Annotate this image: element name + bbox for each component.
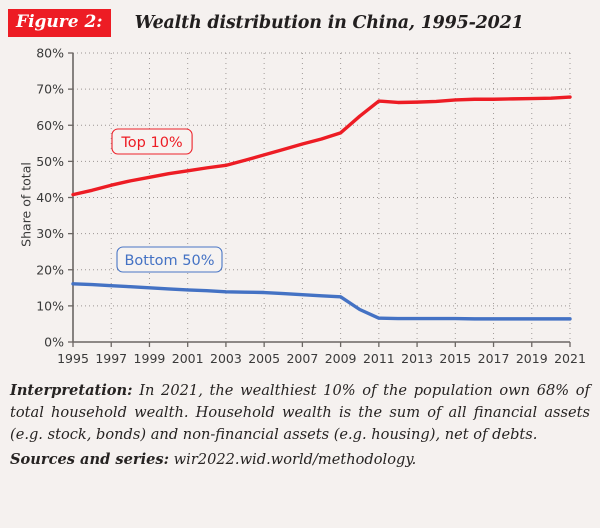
interpretation-paragraph: Interpretation: In 2021, the wealthiest …: [10, 380, 590, 447]
x-tick-label: 2009: [325, 351, 357, 366]
x-tick-label: 2003: [210, 351, 242, 366]
y-tick-label: 60%: [36, 118, 64, 133]
x-tick-label: 2015: [439, 351, 471, 366]
x-tick-label: 1997: [95, 351, 127, 366]
chart-container: Share of total 0% 10% 20% 30% 40% 50% 60% 70% 80…: [0, 37, 600, 372]
y-tick-label: 80%: [36, 46, 64, 61]
y-tick-label: 30%: [36, 226, 64, 241]
x-tick-label: 2013: [401, 351, 433, 366]
y-tick-label: 40%: [36, 190, 64, 205]
x-tick-label: 2017: [478, 351, 510, 366]
interpretation-text: In 2021, the wealthiest 10% of the popul…: [10, 382, 590, 444]
y-axis-label: Share of total: [18, 162, 34, 247]
legend-bottom-50-label: Bottom 50%: [124, 253, 214, 269]
sources-paragraph: Sources and series: wir2022.wid.world/me…: [10, 449, 590, 471]
series-line-bottom-50: [71, 282, 572, 321]
x-tick-label: 2005: [248, 351, 280, 366]
figure-header: Figure 2: Wealth distribution in China, …: [0, 0, 600, 37]
y-tick-label: 0%: [44, 335, 64, 350]
figure-number-badge: Figure 2:: [8, 9, 111, 37]
x-tick-label: 2001: [172, 351, 204, 366]
sources-text: wir2022.wid.world/methodology.: [169, 450, 417, 468]
x-tick-label: 2021: [554, 351, 586, 366]
y-tick-label: 20%: [36, 262, 64, 277]
legend-top-10-label: Top 10%: [120, 135, 182, 151]
figure-title: Wealth distribution in China, 1995-2021: [134, 13, 524, 33]
series-line-top-10: [71, 95, 572, 197]
y-tick-label: 10%: [36, 298, 64, 313]
x-tick-label: 1995: [57, 351, 89, 366]
x-tick-label: 2011: [363, 351, 395, 366]
y-tick-label: 50%: [36, 154, 64, 169]
y-tick-label: 70%: [36, 82, 64, 97]
legend-top-10-box: [111, 128, 193, 155]
line-chart: 0% 10% 20% 30% 40% 50% 60% 70% 80% 1995 1997 1999 20…: [36, 46, 586, 367]
x-tick-label: 1999: [134, 351, 166, 366]
x-tick-label: 2007: [286, 351, 318, 366]
figure-footer: Interpretation: In 2021, the wealthiest …: [0, 372, 600, 470]
legend-bottom-50-box: [116, 246, 223, 273]
interpretation-label: Interpretation:: [10, 382, 133, 399]
sources-label: Sources and series:: [10, 450, 170, 468]
x-tick-label: 2019: [516, 351, 548, 366]
